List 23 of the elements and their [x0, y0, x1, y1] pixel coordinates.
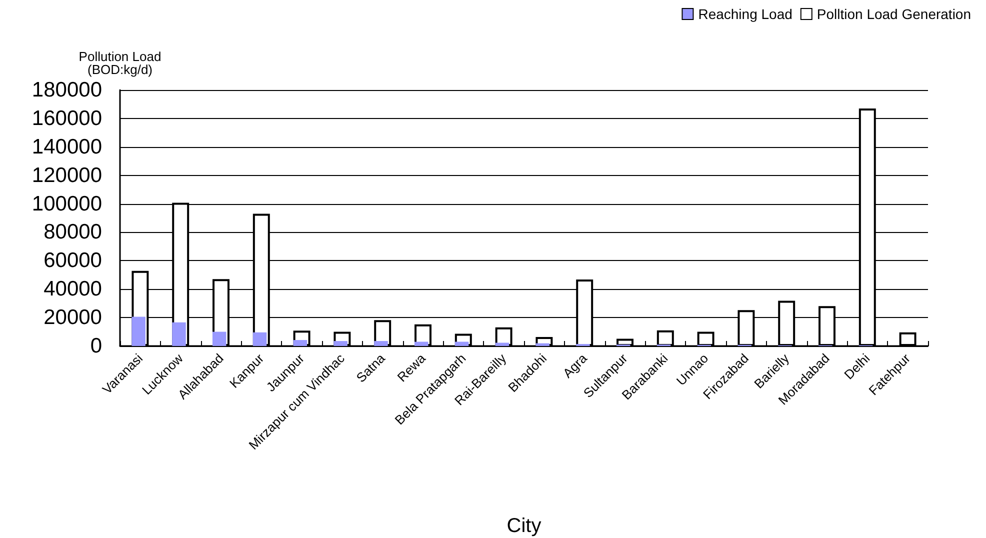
bar: [212, 332, 226, 346]
bar: [374, 341, 388, 346]
legend-label: Reaching Load: [698, 6, 792, 22]
bar: [414, 342, 428, 346]
bar: [132, 316, 146, 346]
y-axis-title: Pollution Load (BOD:kg/d): [78, 49, 162, 77]
bar: [293, 340, 308, 346]
bar: [252, 332, 267, 346]
bar: [334, 341, 348, 346]
y-tick-label: 0: [90, 334, 102, 358]
y-tick-label: 40000: [44, 278, 102, 301]
y-tick-label: 140000: [32, 135, 102, 158]
bar: [172, 322, 186, 346]
y-tick-label: 160000: [32, 106, 102, 130]
y-tick-label: 180000: [32, 78, 102, 102]
y-tick-label: 80000: [44, 220, 102, 244]
y-tick-label: 120000: [32, 164, 102, 187]
bar: [495, 342, 510, 346]
y-tick-label: 60000: [44, 249, 102, 272]
y-tick-label: 20000: [44, 306, 102, 330]
legend-label: Polltion Load Generation: [816, 6, 971, 22]
y-tick-label: 100000: [32, 192, 102, 216]
x-axis-title: City: [506, 515, 542, 537]
